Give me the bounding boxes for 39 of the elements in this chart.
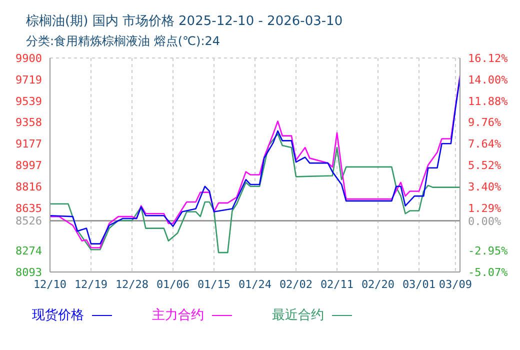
- legend-label: 现货价格: [32, 307, 85, 324]
- y2-tick-label: 1.29%: [468, 202, 502, 215]
- x-tick-label: 01/06: [156, 278, 190, 291]
- y-tick-label: 9358: [16, 116, 42, 130]
- x-tick-label: 03/09: [438, 278, 472, 291]
- x-tick-label: 01/15: [197, 278, 231, 291]
- x-tick-label: 02/20: [361, 278, 395, 291]
- x-tick-label: 02/11: [320, 278, 354, 291]
- y-tick-label: 8816: [16, 180, 42, 194]
- x-tick-label: 12/28: [115, 278, 149, 291]
- y2-tick-label: 3.40%: [468, 180, 502, 194]
- chart-title: 棕榈油(期) 国内 市场价格 2025-12-10 - 2026-03-10: [25, 13, 344, 30]
- y-tick-label: 8997: [16, 158, 42, 172]
- y2-tick-label: 5.52%: [468, 159, 502, 172]
- y2-tick-label: 0.00%: [468, 214, 502, 228]
- y-tick-label: 9177: [16, 138, 42, 151]
- x-tick-label: 12/10: [33, 278, 67, 291]
- y2-tick-label: 9.76%: [468, 116, 502, 130]
- y-tick-label: 9719: [16, 73, 42, 86]
- x-tick-label: 02/02: [279, 278, 313, 291]
- y2-tick-label: -5.07%: [468, 266, 508, 279]
- x-tick-label: 03/01: [402, 278, 436, 291]
- x-tick-label: 12/19: [74, 278, 108, 291]
- y2-tick-label: 7.64%: [468, 138, 502, 151]
- y2-tick-label: 11.88%: [468, 94, 508, 108]
- chart-subtitle: 分类:食用精炼棕榈液油 熔点(℃):24: [25, 33, 222, 50]
- y2-tick-label: -2.95%: [468, 244, 508, 258]
- y2-tick-label: 14.00%: [468, 73, 508, 86]
- y2-tick-label: 16.12%: [468, 52, 508, 65]
- legend-label: 主力合约: [152, 307, 205, 324]
- y-tick-label: 9539: [16, 94, 42, 108]
- legend-label: 最近合约: [272, 307, 325, 324]
- line-series: [50, 133, 460, 254]
- y-tick-label: 8093: [16, 266, 42, 279]
- y-tick-label: 8274: [16, 244, 42, 258]
- y-tick-label: 8526: [16, 214, 42, 228]
- y-tick-label: 8635: [16, 202, 42, 215]
- x-tick-label: 01/24: [238, 278, 272, 291]
- y-tick-label: 9900: [16, 52, 42, 65]
